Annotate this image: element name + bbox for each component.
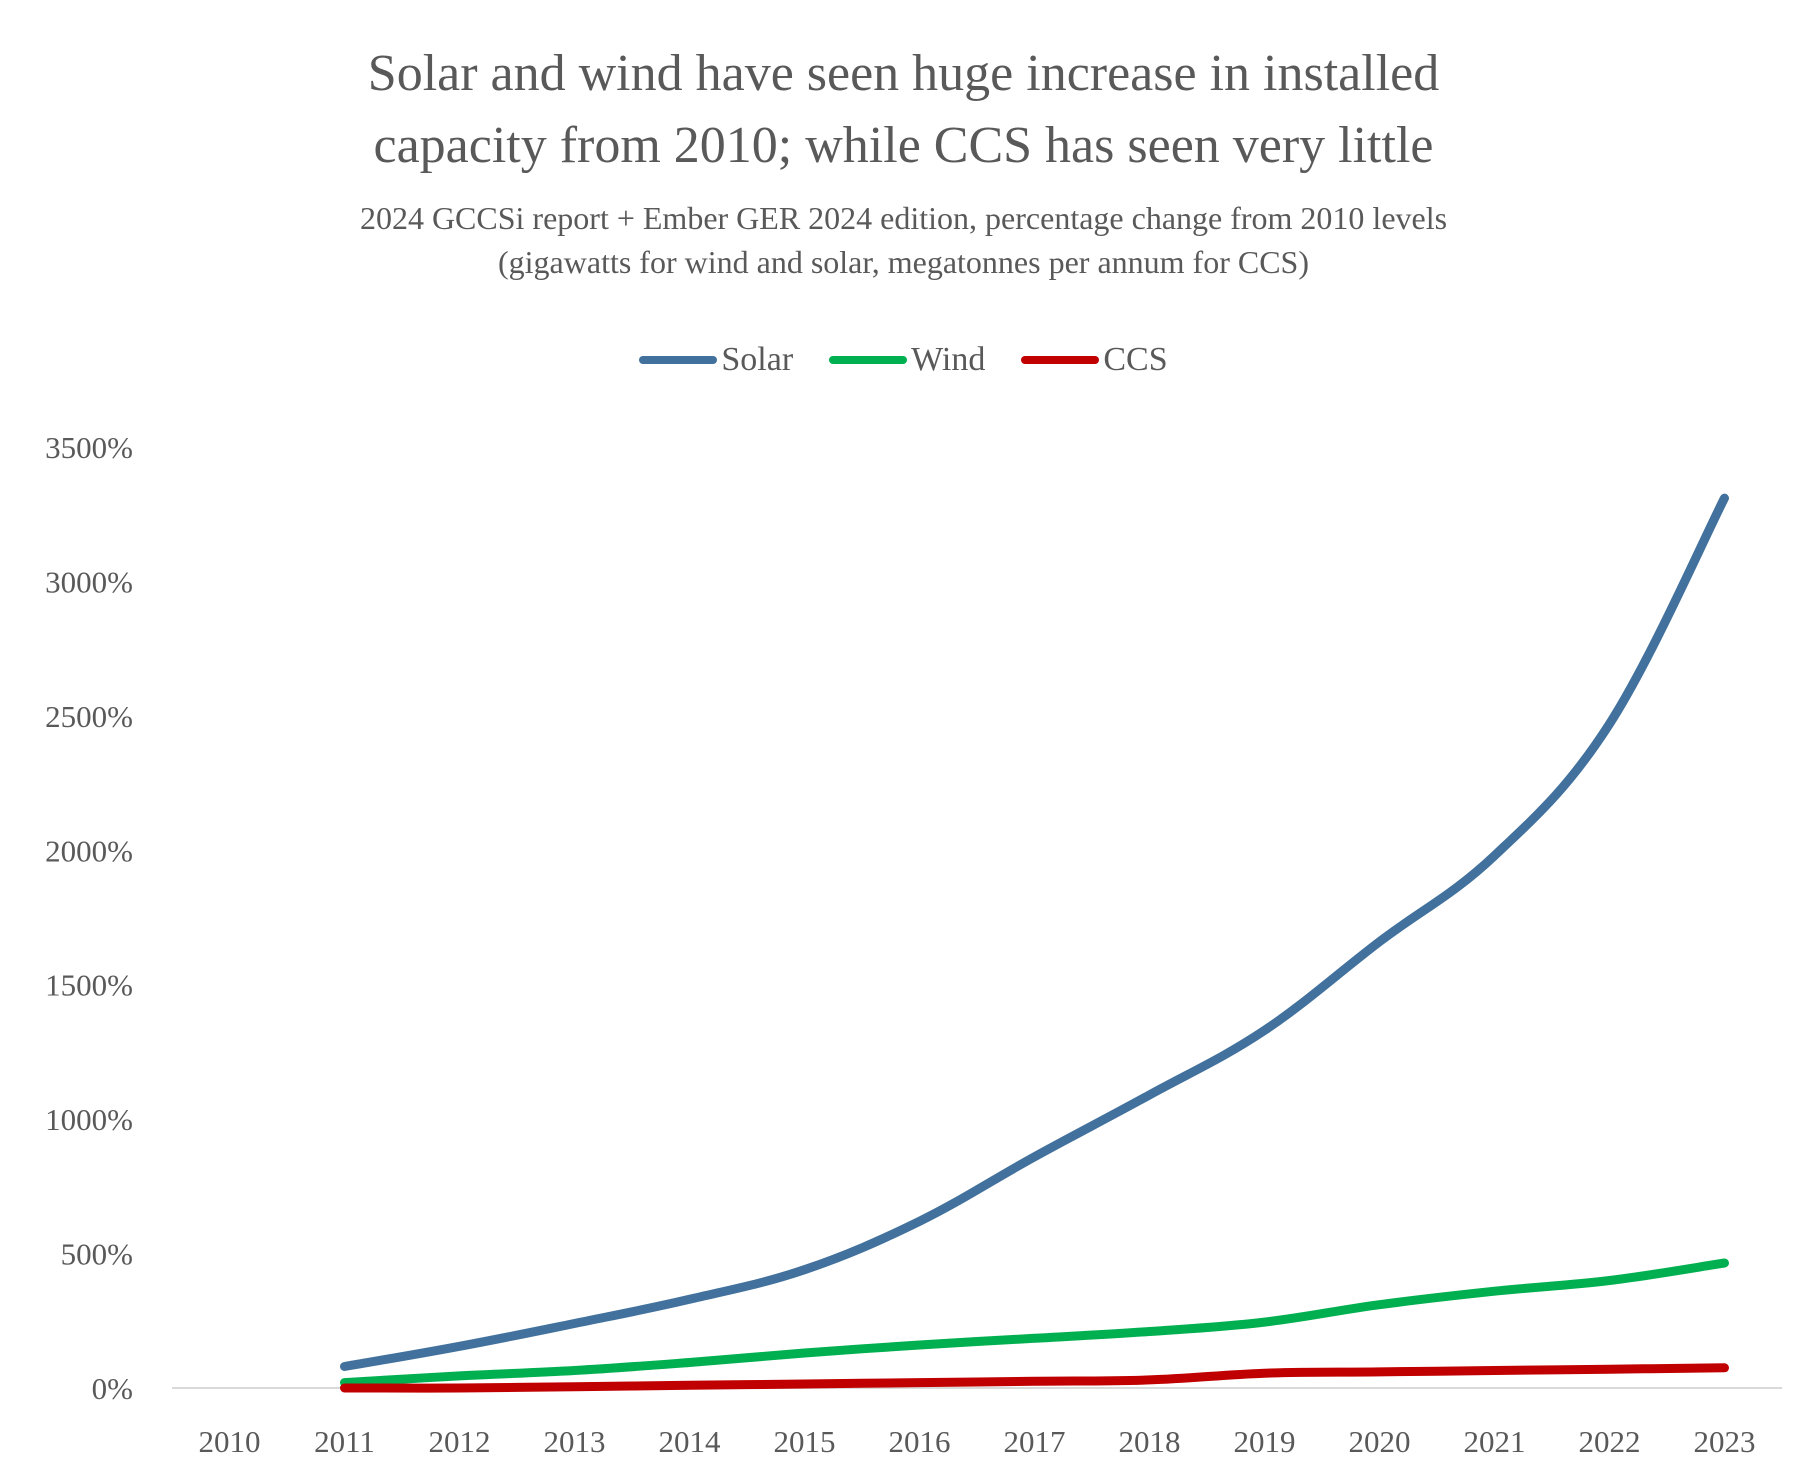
- chart-subtitle-line1: 2024 GCCSi report + Ember GER 2024 editi…: [359, 200, 1448, 236]
- legend-item-wind: Wind: [829, 338, 985, 382]
- y-tick-label: 0%: [92, 1371, 133, 1406]
- legend-swatch-solar: [639, 356, 718, 364]
- chart-title-line2: capacity from 2010; while CCS has seen v…: [373, 117, 1434, 174]
- y-tick-label: 1500%: [45, 968, 133, 1003]
- legend-label-solar: Solar: [721, 341, 794, 378]
- x-tick-label: 2011: [314, 1424, 375, 1459]
- x-tick-label: 2021: [1464, 1424, 1526, 1459]
- x-tick-label: 2017: [1004, 1424, 1066, 1459]
- x-tick-label: 2018: [1119, 1424, 1181, 1459]
- chart-subtitle-line2: (gigawatts for wind and solar, megatonne…: [498, 244, 1309, 280]
- series-lines: [340, 493, 1729, 1393]
- legend-item-ccs: CCS: [1021, 338, 1168, 382]
- y-tick-label: 1000%: [45, 1102, 133, 1137]
- x-tick-label: 2010: [199, 1424, 261, 1459]
- chart-title: Solar and wind have seen huge increase i…: [0, 38, 1807, 182]
- y-axis-tick-labels: 0% 500% 1000% 1500% 2000% 2500% 3000% 3500%: [45, 430, 133, 1406]
- x-axis-tick-labels: 2010 2011 2012 2013 2014 2015 2016 2017 2018 2019…: [199, 1424, 1756, 1459]
- legend-swatch-ccs: [1021, 356, 1100, 364]
- y-tick-label: 2000%: [45, 833, 133, 868]
- y-tick-label: 500%: [61, 1237, 133, 1272]
- x-tick-label: 2020: [1349, 1424, 1411, 1459]
- legend-label-ccs: CCS: [1103, 341, 1168, 378]
- y-tick-label: 3500%: [45, 430, 133, 465]
- x-tick-label: 2012: [429, 1424, 491, 1459]
- y-tick-label: 3000%: [45, 564, 133, 599]
- chart-subtitle: 2024 GCCSi report + Ember GER 2024 editi…: [0, 196, 1807, 284]
- series-line-wind: [340, 1258, 1729, 1388]
- x-tick-label: 2014: [659, 1424, 722, 1459]
- x-tick-label: 2015: [774, 1424, 836, 1459]
- legend-item-solar: Solar: [639, 338, 793, 382]
- legend-label-wind: Wind: [911, 341, 986, 378]
- x-tick-label: 2013: [544, 1424, 606, 1459]
- series-line-solar: [340, 493, 1729, 1371]
- x-tick-label: 2022: [1579, 1424, 1641, 1459]
- x-tick-label: 2019: [1234, 1424, 1296, 1459]
- y-tick-label: 2500%: [45, 699, 133, 734]
- x-tick-label: 2016: [889, 1424, 951, 1459]
- chart-legend: Solar Wind CCS: [0, 338, 1807, 382]
- series-line-ccs: [340, 1363, 1729, 1393]
- legend-swatch-wind: [829, 356, 908, 364]
- x-tick-label: 2023: [1694, 1424, 1756, 1459]
- chart-title-line1: Solar and wind have seen huge increase i…: [367, 45, 1440, 102]
